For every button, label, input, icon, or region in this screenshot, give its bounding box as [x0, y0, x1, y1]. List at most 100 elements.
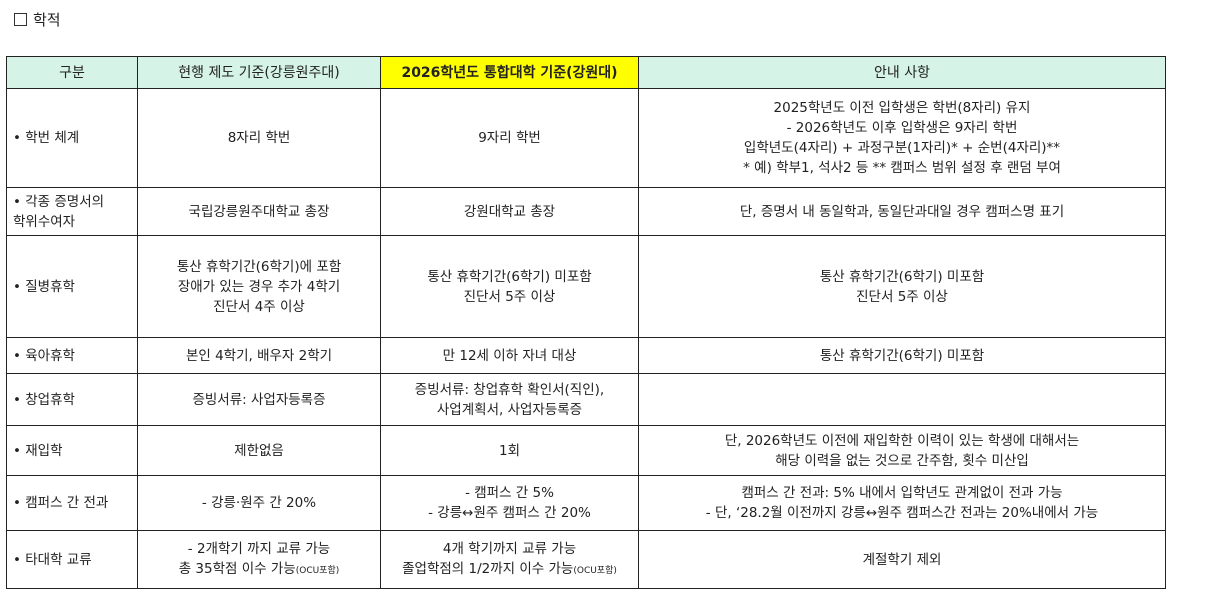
table-row: • 캠퍼스 간 전과 - 강릉·원주 간 20% - 캠퍼스 간 5% - 강릉↔원주…	[6, 475, 1166, 531]
cell-text: 총 35학점 이수 가능	[178, 560, 296, 577]
cell-line: 단, 증명서 내 동일학과, 동일단과대일 경우 캠퍼스명 표기	[643, 202, 1161, 222]
cell-text: - 2개학기 까지 교류 가능	[187, 540, 331, 557]
cell-text: • 질병휴학	[13, 278, 75, 295]
cell-note-small: (OCU포함)	[573, 565, 617, 576]
cell-text: 강원대학교 총장	[463, 203, 556, 220]
cell-notes: 2025학년도 이전 입학생은 학번(8자리) 유지 - 2026학년도 이후 입…	[638, 88, 1166, 188]
cell-line: • 각종 증명서의	[13, 192, 133, 212]
cell-category: • 질병휴학	[6, 235, 138, 338]
cell-line: * 예) 학부1, 석사2 등 ** 캠퍼스 범위 설정 후 랜덤 부여	[643, 158, 1161, 178]
cell-line: 국립강릉원주대학교 총장	[142, 202, 376, 222]
cell-notes: 단, 증명서 내 동일학과, 동일단과대일 경우 캠퍼스명 표기	[638, 187, 1166, 236]
table-row: • 창업휴학 증빙서류: 사업자등록증 증빙서류: 창업휴학 확인서(직인), 사업계…	[6, 373, 1166, 426]
cell-text: 통산 휴학기간(6학기)에 포함	[176, 258, 342, 275]
cell-line: • 재입학	[13, 441, 133, 461]
cell-line: • 캠퍼스 간 전과	[13, 493, 133, 513]
cell-line: - 2026학년도 이후 입학생은 9자리 학번	[643, 118, 1161, 138]
cell-text: 2025학년도 이전 입학생은 학번(8자리) 유지	[773, 100, 1031, 116]
cell-note-small: (OCU포함)	[295, 565, 340, 576]
cell-text: • 캠퍼스 간 전과	[13, 495, 109, 511]
cell-new: 1회	[380, 425, 639, 476]
cell-line: 통산 휴학기간(6학기)에 포함	[142, 257, 376, 277]
cell-text: 통산 휴학기간(6학기) 미포함	[819, 268, 985, 285]
header-notes: 안내 사항	[638, 56, 1166, 89]
cell-text: 진단서 5주 이상	[463, 288, 556, 305]
cell-text: - 2026학년도 이후 입학생은 9자리 학번	[786, 120, 1018, 136]
cell-text: 통산 휴학기간(6학기) 미포함	[819, 347, 985, 364]
cell-line: 2025학년도 이전 입학생은 학번(8자리) 유지	[643, 98, 1161, 118]
cell-new: 증빙서류: 창업휴학 확인서(직인), 사업계획서, 사업자등록증	[380, 373, 639, 426]
cell-category: • 캠퍼스 간 전과	[6, 475, 138, 531]
cell-new: 4개 학기까지 교류 가능 졸업학점의 1/2까지 이수 가능(OCU포함)	[380, 530, 639, 589]
cell-line: 통산 휴학기간(6학기) 미포함	[643, 346, 1161, 366]
cell-line: 해당 이력을 없는 것으로 간주함, 횟수 미산입	[643, 451, 1161, 471]
cell-text: 8자리 학번	[227, 130, 291, 146]
academic-records-table: 구분 현행 제도 기준(강릉원주대) 2026학년도 통합대학 기준(강원대) 안내 …	[6, 56, 1166, 589]
cell-line: • 창업휴학	[13, 390, 133, 410]
cell-text: 1회	[498, 442, 520, 459]
cell-text: 진단서 5주 이상	[856, 288, 948, 305]
cell-text: - 강릉·원주 간 20%	[201, 495, 317, 511]
section-title-text: 학적	[33, 11, 61, 29]
cell-line: 단, 2026학년도 이전에 재입학한 이력이 있는 학생에 대해서는	[643, 431, 1161, 451]
cell-notes: 캠퍼스 간 전과: 5% 내에서 입학년도 관계없이 전과 가능 - 단, ‘28…	[638, 475, 1166, 531]
cell-text: - 강릉↔원주 캠퍼스 간 20%	[428, 505, 591, 521]
cell-text: - 캠퍼스 간 5%	[465, 485, 554, 501]
cell-line: 사업계획서, 사업자등록증	[385, 400, 634, 420]
cell-text: • 재입학	[13, 442, 63, 459]
cell-text: • 육아휴학	[13, 347, 75, 364]
table-row: • 육아휴학 본인 4학기, 배우자 2학기 만 12세 이하 자녀 대상 통산 휴학…	[6, 337, 1166, 374]
cell-notes: 계절학기 제외	[638, 530, 1166, 589]
header-category: 구분	[6, 56, 138, 89]
header-row: 구분 현행 제도 기준(강릉원주대) 2026학년도 통합대학 기준(강원대) 안내 …	[6, 56, 1166, 89]
cell-category: • 타대학 교류	[6, 530, 138, 589]
cell-text: 진단서 4주 이상	[213, 298, 305, 315]
cell-line: 진단서 4주 이상	[142, 297, 376, 317]
cell-line: 통산 휴학기간(6학기) 미포함	[643, 267, 1161, 287]
cell-line: - 단, ‘28.2월 이전까지 강릉↔원주 캠퍼스간 전과는 20%내에서 가…	[643, 503, 1161, 523]
cell-text: 통산 휴학기간(6학기) 미포함	[427, 268, 592, 285]
cell-line: 진단서 5주 이상	[385, 287, 634, 307]
cell-category: • 각종 증명서의 학위수여자	[6, 187, 138, 236]
cell-current: 본인 4학기, 배우자 2학기	[137, 337, 381, 374]
cell-line: - 강릉·원주 간 20%	[142, 493, 376, 513]
cell-line: 증빙서류: 사업자등록증	[142, 390, 376, 410]
cell-line: 졸업학점의 1/2까지 이수 가능(OCU포함)	[385, 559, 634, 581]
cell-line: 1회	[385, 441, 634, 461]
cell-line: 통산 휴학기간(6학기) 미포함	[385, 267, 634, 287]
cell-line: • 타대학 교류	[13, 550, 133, 570]
table-row: • 각종 증명서의 학위수여자 국립강릉원주대학교 총장 강원대학교 총장 단, 증명서…	[6, 187, 1166, 236]
cell-category: • 재입학	[6, 425, 138, 476]
cell-current: 8자리 학번	[137, 88, 381, 188]
cell-line: 학위수여자	[13, 212, 133, 232]
cell-line: 8자리 학번	[142, 128, 376, 148]
table-row: • 타대학 교류 - 2개학기 까지 교류 가능 총 35학점 이수 가능(OCU포…	[6, 530, 1166, 589]
cell-line: 진단서 5주 이상	[643, 287, 1161, 307]
cell-line: 9자리 학번	[385, 128, 634, 148]
cell-current: - 강릉·원주 간 20%	[137, 475, 381, 531]
cell-line: - 캠퍼스 간 5%	[385, 483, 634, 503]
cell-text: 사업계획서, 사업자등록증	[436, 401, 583, 418]
cell-text: 증빙서류: 창업휴학 확인서(직인),	[414, 381, 605, 398]
cell-line: 본인 4학기, 배우자 2학기	[142, 346, 376, 366]
cell-text: 증빙서류: 사업자등록증	[192, 391, 326, 408]
cell-text: • 타대학 교류	[13, 551, 92, 568]
cell-text: 본인 4학기, 배우자 2학기	[185, 347, 333, 364]
cell-text: 장애가 있는 경우 추가 4학기	[177, 278, 341, 295]
cell-line: • 학번 체계	[13, 128, 133, 148]
cell-current: 국립강릉원주대학교 총장	[137, 187, 381, 236]
cell-new: - 캠퍼스 간 5% - 강릉↔원주 캠퍼스 간 20%	[380, 475, 639, 531]
cell-text: 단, 증명서 내 동일학과, 동일단과대일 경우 캠퍼스명 표기	[739, 203, 1065, 220]
table-row: • 재입학 제한없음 1회 단, 2026학년도 이전에 재입학한 이력이 있는 학생…	[6, 425, 1166, 476]
cell-category: • 창업휴학	[6, 373, 138, 426]
cell-text: 만 12세 이하 자녀 대상	[442, 347, 577, 364]
cell-line: • 육아휴학	[13, 346, 133, 366]
cell-text: • 학번 체계	[13, 130, 80, 146]
cell-text: 단, 2026학년도 이전에 재입학한 이력이 있는 학생에 대해서는	[724, 432, 1080, 449]
cell-new: 만 12세 이하 자녀 대상	[380, 337, 639, 374]
cell-line: 증빙서류: 창업휴학 확인서(직인),	[385, 380, 634, 400]
checkbox-square-icon	[14, 13, 27, 26]
cell-text: 졸업학점의 1/2까지 이수 가능	[402, 560, 574, 577]
cell-text: 9자리 학번	[478, 130, 541, 146]
